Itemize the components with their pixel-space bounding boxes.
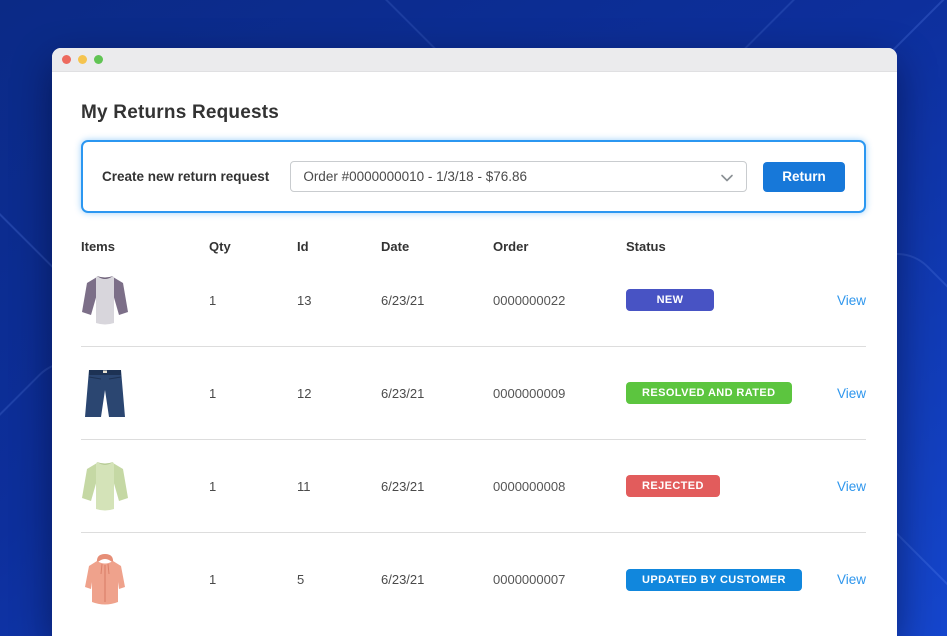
- close-window-icon[interactable]: [62, 55, 71, 64]
- product-image-denim-shorts: [85, 370, 125, 417]
- column-header-qty: Qty: [209, 239, 231, 254]
- cell-qty: 1: [209, 385, 217, 401]
- minimize-window-icon[interactable]: [78, 55, 87, 64]
- cell-date: 6/23/21: [381, 292, 425, 308]
- cell-qty: 1: [209, 572, 217, 587]
- cell-date: 6/23/21: [381, 385, 425, 401]
- window-titlebar: [52, 48, 897, 72]
- cell-id: 13: [297, 292, 312, 308]
- app-window: My Returns Requests Create new return re…: [52, 48, 897, 636]
- product-image-green-shirt: [82, 462, 128, 511]
- table-row: 1 13 6/23/21 0000000022 NEW View: [81, 254, 866, 347]
- create-return-request-panel: Create new return request Order #0000000…: [81, 140, 866, 213]
- cell-date: 6/23/21: [381, 478, 425, 494]
- table-header-row: Items Qty Id Date Order Status: [81, 239, 866, 254]
- cell-id: 5: [297, 572, 305, 587]
- cell-qty: 1: [209, 478, 217, 494]
- create-request-label: Create new return request: [102, 169, 270, 184]
- cell-order: 0000000009: [493, 385, 566, 401]
- table-row: 1 12 6/23/21 0000000009 RESOLVED AND RAT…: [81, 347, 866, 440]
- product-image-raglan-shirt: [82, 276, 128, 325]
- cell-id: 12: [297, 385, 312, 401]
- order-select-value: Order #0000000010 - 1/3/18 - $76.86: [303, 169, 527, 184]
- cell-qty: 1: [209, 292, 217, 308]
- column-header-items: Items: [81, 239, 115, 254]
- chevron-down-icon: [721, 174, 733, 182]
- status-badge: NEW: [626, 289, 714, 311]
- cell-order: 0000000008: [493, 478, 566, 494]
- column-header-id: Id: [297, 239, 309, 254]
- view-link[interactable]: View: [836, 292, 866, 308]
- column-header-date: Date: [381, 239, 410, 254]
- view-link[interactable]: View: [836, 478, 866, 494]
- view-link[interactable]: View: [836, 385, 866, 401]
- order-select-dropdown[interactable]: Order #0000000010 - 1/3/18 - $76.86: [290, 161, 747, 192]
- view-link[interactable]: View: [836, 572, 866, 587]
- cell-id: 11: [297, 478, 311, 494]
- product-image-hoodie: [85, 553, 125, 604]
- status-badge: REJECTED: [626, 475, 720, 497]
- column-header-status: Status: [626, 239, 666, 254]
- cell-date: 6/23/21: [381, 572, 425, 587]
- table-row: 1 5 6/23/21 0000000007 UPDATED BY CUSTOM…: [81, 533, 866, 626]
- status-badge: UPDATED BY CUSTOMER: [626, 568, 802, 591]
- column-header-order: Order: [493, 239, 529, 254]
- table-row: 1 11 6/23/21 0000000008 REJECTED View: [81, 440, 866, 533]
- cell-order: 0000000007: [493, 572, 566, 587]
- page-title: My Returns Requests: [81, 102, 280, 123]
- zoom-window-icon[interactable]: [94, 55, 103, 64]
- cell-order: 0000000022: [493, 292, 566, 308]
- return-button[interactable]: Return: [763, 161, 845, 192]
- status-badge: RESOLVED AND RATED: [626, 382, 792, 404]
